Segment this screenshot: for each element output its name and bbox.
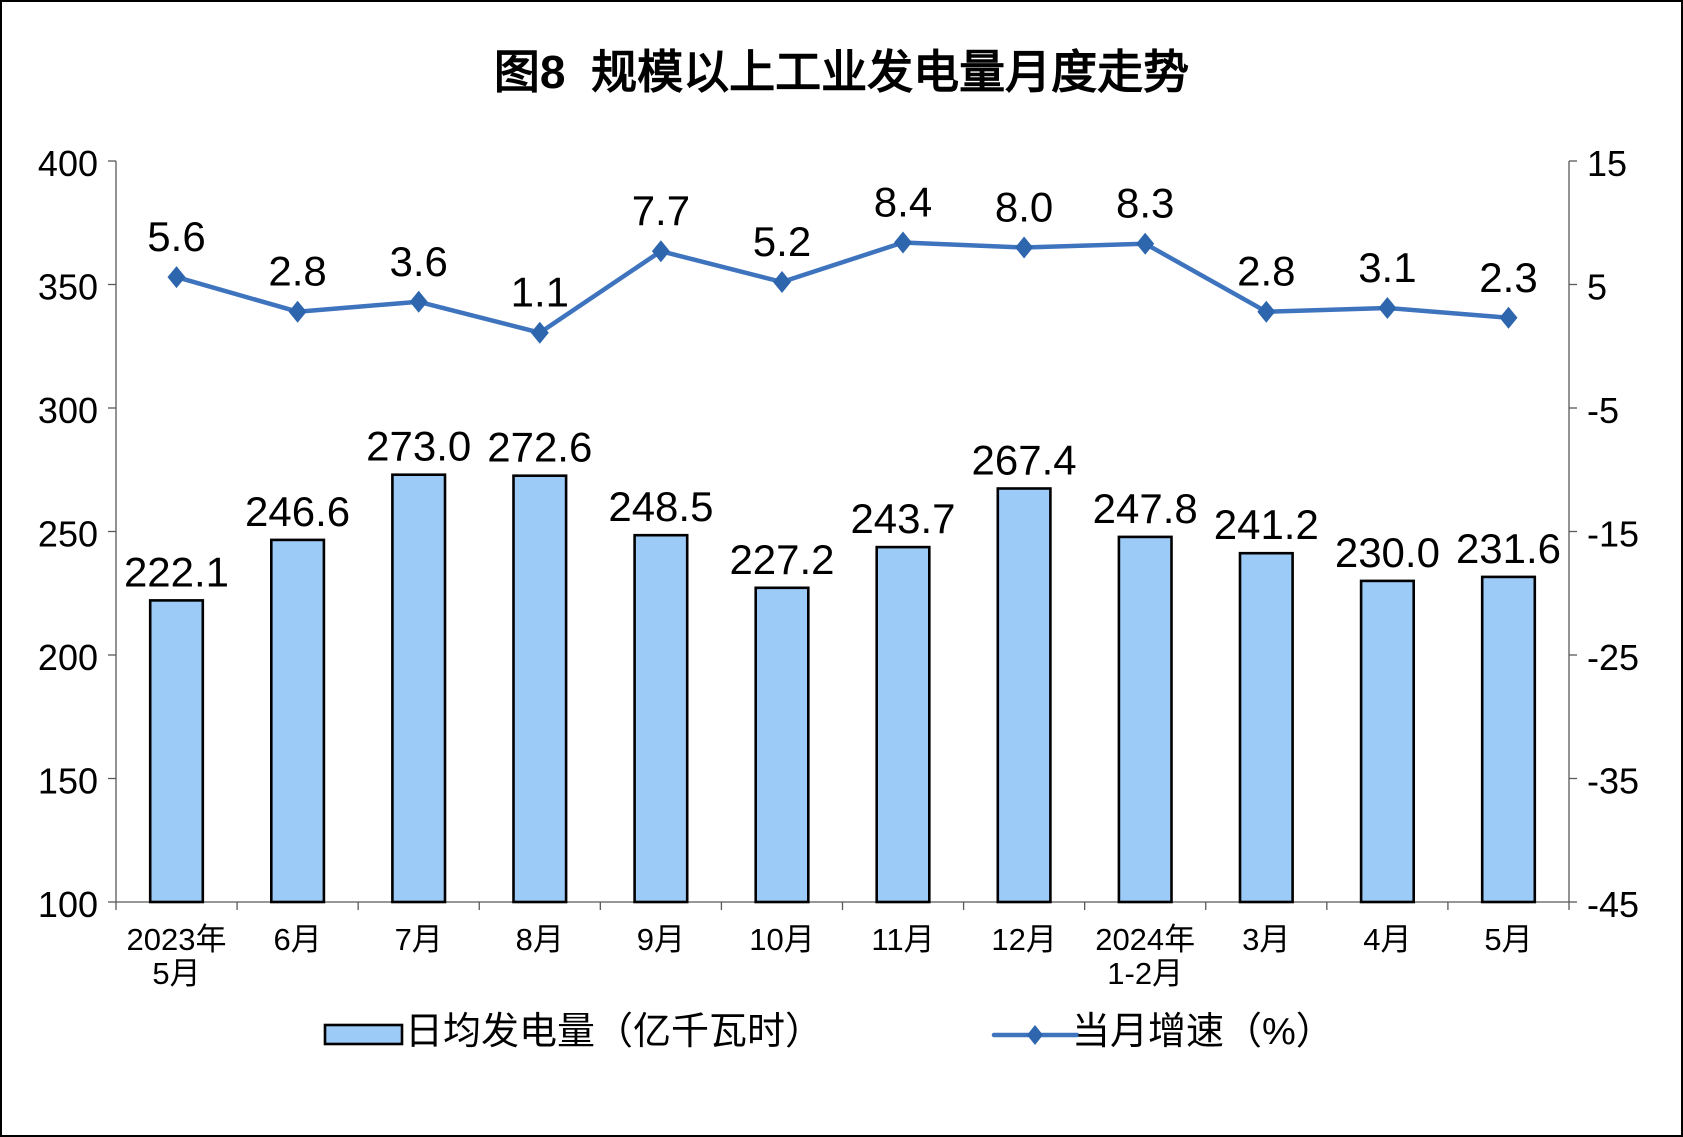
svg-text:11月: 11月 [871,922,934,957]
svg-text:2023年: 2023年 [127,922,227,957]
svg-text:1-2月: 1-2月 [1107,956,1183,991]
svg-text:5.2: 5.2 [753,218,811,265]
svg-text:241.2: 241.2 [1214,501,1319,548]
svg-text:5: 5 [1587,267,1607,308]
svg-text:5.6: 5.6 [147,213,205,260]
svg-text:8.3: 8.3 [1116,180,1174,227]
svg-text:12月: 12月 [991,922,1056,957]
svg-text:100: 100 [38,884,98,925]
svg-text:-35: -35 [1587,761,1639,802]
svg-text:8.4: 8.4 [874,179,932,226]
svg-text:2024年: 2024年 [1095,922,1195,957]
svg-text:日均发电量（亿千瓦时）: 日均发电量（亿千瓦时） [405,1011,823,1053]
svg-text:300: 300 [38,390,98,431]
svg-text:-45: -45 [1587,884,1639,925]
svg-text:-25: -25 [1587,637,1639,678]
svg-text:267.4: 267.4 [972,437,1077,484]
svg-text:15: 15 [1587,143,1627,184]
svg-text:246.6: 246.6 [245,488,350,535]
svg-text:272.6: 272.6 [487,424,592,471]
svg-text:150: 150 [38,761,98,802]
svg-text:-5: -5 [1587,390,1619,431]
svg-text:8月: 8月 [516,922,564,957]
svg-text:10月: 10月 [749,922,814,957]
svg-text:222.1: 222.1 [124,548,229,595]
svg-text:230.0: 230.0 [1335,529,1440,576]
svg-text:当月增速（%）: 当月增速（%） [1072,1011,1334,1053]
svg-text:250: 250 [38,514,98,555]
svg-text:231.6: 231.6 [1456,525,1561,572]
svg-text:3月: 3月 [1242,922,1290,957]
svg-text:3.1: 3.1 [1358,244,1416,291]
svg-text:2.3: 2.3 [1479,254,1537,301]
svg-text:9月: 9月 [637,922,685,957]
svg-text:6月: 6月 [273,922,321,957]
svg-text:5月: 5月 [152,956,200,991]
svg-text:200: 200 [38,637,98,678]
svg-text:243.7: 243.7 [850,495,955,542]
svg-text:350: 350 [38,267,98,308]
svg-text:7月: 7月 [395,922,443,957]
svg-text:400: 400 [38,143,98,184]
svg-text:4月: 4月 [1363,922,1411,957]
svg-text:227.2: 227.2 [729,536,834,583]
svg-text:2.8: 2.8 [1237,248,1295,295]
svg-text:2.8: 2.8 [268,248,326,295]
svg-text:273.0: 273.0 [366,423,471,470]
svg-text:5月: 5月 [1484,922,1532,957]
svg-text:-15: -15 [1587,514,1639,555]
svg-text:7.7: 7.7 [632,187,690,234]
svg-text:1.1: 1.1 [511,269,569,316]
svg-text:247.8: 247.8 [1093,485,1198,532]
svg-text:8.0: 8.0 [995,184,1053,231]
svg-text:248.5: 248.5 [608,483,713,530]
svg-text:3.6: 3.6 [390,238,448,285]
